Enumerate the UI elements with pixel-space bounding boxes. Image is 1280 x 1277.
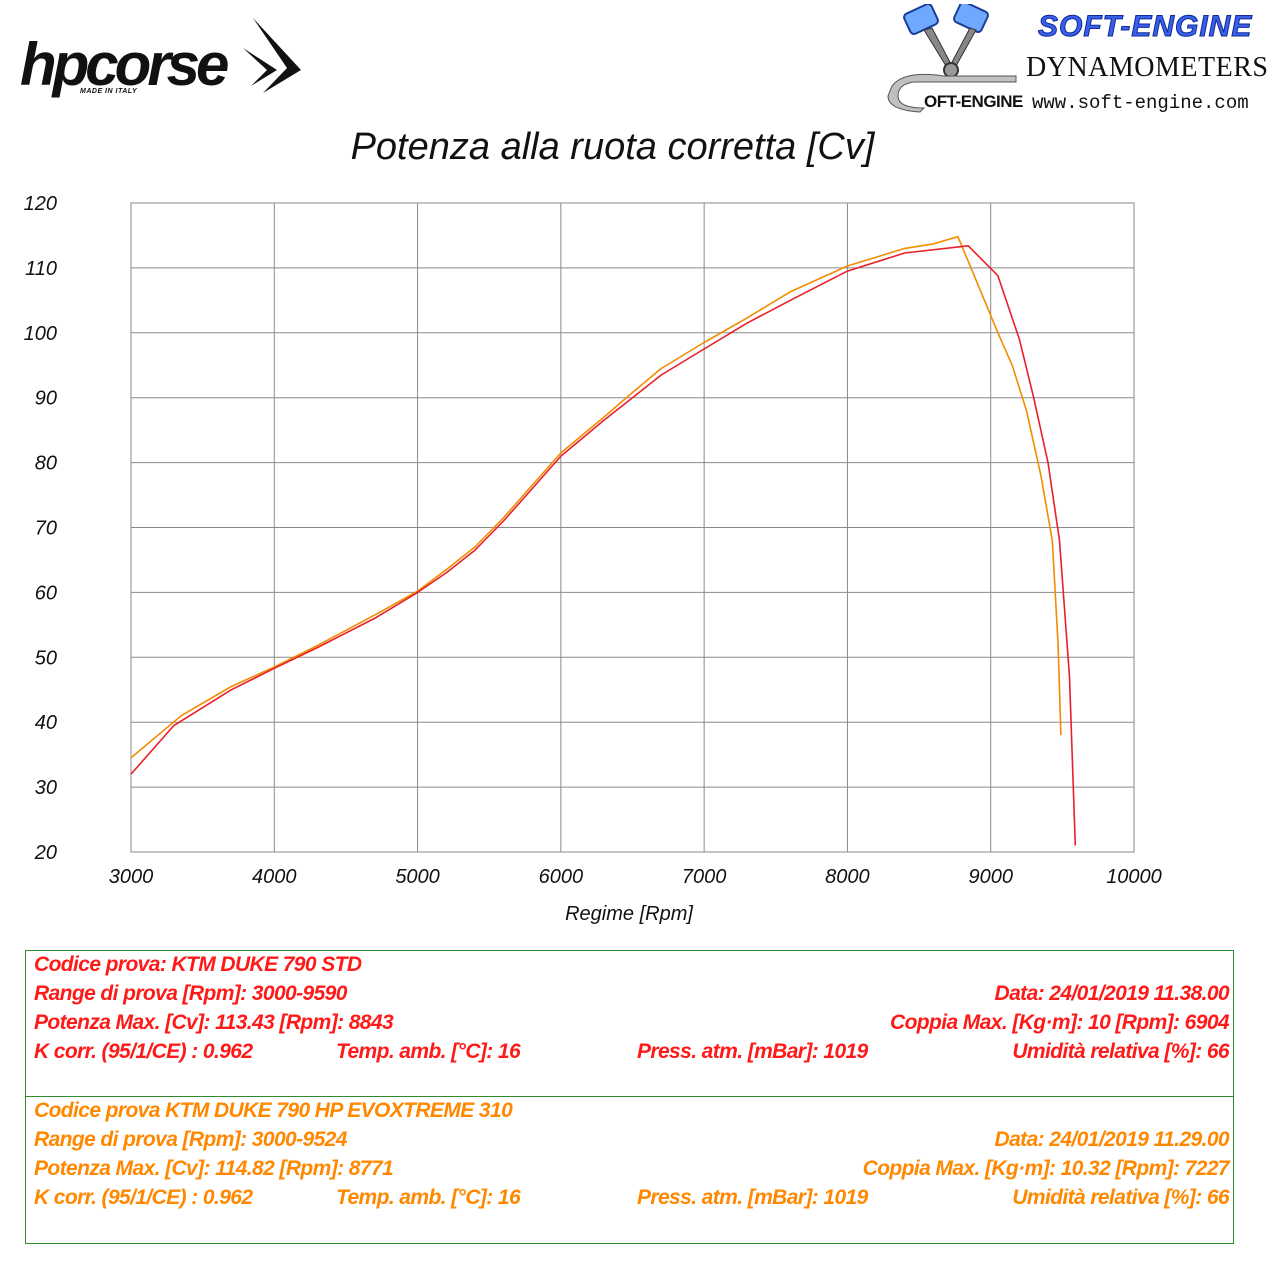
softengine-logo: SOFT-ENGINE DYNAMOMETERS OFT-ENGINE www.… [884, 4, 1276, 116]
test2-range: Range di prova [Rpm]: 3000-9524 [34, 1128, 347, 1151]
x-tick-label: 10000 [1106, 866, 1162, 888]
x-tick-label: 7000 [682, 866, 727, 888]
hpcorse-tagline: MADE IN ITALY [80, 88, 138, 95]
test1-kcorr: K corr. (95/1/CE) : 0.962 [34, 1040, 253, 1063]
test-info-box-hp: Codice prova KTM DUKE 790 HP EVOXTREME 3… [25, 1096, 1234, 1244]
test1-press: Press. atm. [mBar]: 1019 [637, 1040, 868, 1063]
test1-temp: Temp. amb. [°C]: 16 [336, 1040, 521, 1063]
y-tick-label: 70 [35, 518, 57, 540]
test1-data: Data: 24/01/2019 11.38.00 [994, 982, 1230, 1005]
test1-range: Range di prova [Rpm]: 3000-9590 [34, 982, 347, 1005]
test2-temp: Temp. amb. [°C]: 16 [336, 1186, 521, 1209]
x-tick-label: 5000 [395, 866, 440, 888]
y-tick-label: 60 [35, 582, 57, 604]
y-tick-label: 30 [35, 777, 57, 799]
x-tick-label: 6000 [539, 866, 584, 888]
test2-coppia: Coppia Max. [Kg·m]: 10.32 [Rpm]: 7227 [862, 1157, 1230, 1180]
x-tick-label: 4000 [252, 866, 297, 888]
y-tick-label: 90 [35, 388, 57, 410]
x-tick-label: 9000 [968, 866, 1013, 888]
series-line-0 [130, 245, 1077, 846]
x-tick-label: 3000 [109, 866, 154, 888]
softengine-subtitle: DYNAMOMETERS [1026, 52, 1269, 83]
test1-coppia: Coppia Max. [Kg·m]: 10 [Rpm]: 6904 [890, 1011, 1230, 1034]
test2-umidita: Umidità relativa [%]: 66 [1012, 1186, 1229, 1209]
piston-icon [887, 4, 1017, 113]
test2-kcorr: K corr. (95/1/CE) : 0.962 [34, 1186, 253, 1209]
test2-press: Press. atm. [mBar]: 1019 [637, 1186, 868, 1209]
softengine-small-mark: OFT-ENGINE [924, 92, 1023, 111]
x-axis-ticks: 3000 4000 5000 6000 7000 8000 9000 10000 [109, 866, 1162, 888]
series-line-1 [130, 235, 1062, 759]
chart-series [130, 235, 1077, 846]
power-chart: 20 30 40 50 60 70 80 90 100 110 120 3000 4000 5000 60… [24, 193, 1162, 925]
softengine-brand: SOFT-ENGINE [1037, 10, 1253, 44]
test2-data: Data: 24/01/2019 11.29.00 [994, 1128, 1230, 1151]
test1-umidita: Umidità relativa [%]: 66 [1012, 1040, 1229, 1063]
chart-title: Potenza alla ruota corretta [Cv] [350, 126, 875, 168]
test1-codice: Codice prova: KTM DUKE 790 STD [34, 953, 362, 976]
x-axis-label: Regime [Rpm] [565, 903, 693, 925]
y-tick-label: 110 [25, 258, 57, 280]
y-tick-label: 80 [35, 453, 57, 475]
chart-grid [130, 202, 1135, 853]
y-tick-label: 100 [24, 323, 57, 345]
y-tick-label: 20 [34, 842, 57, 864]
test2-codice: Codice prova KTM DUKE 790 HP EVOXTREME 3… [34, 1099, 513, 1122]
hpcorse-chevron-icon [243, 18, 301, 93]
test2-potenza: Potenza Max. [Cv]: 114.82 [Rpm]: 8771 [34, 1157, 394, 1180]
test1-potenza: Potenza Max. [Cv]: 113.43 [Rpm]: 8843 [34, 1011, 394, 1034]
hpcorse-logo: hpcorse MADE IN ITALY [18, 18, 301, 103]
y-tick-label: 50 [35, 647, 57, 669]
y-tick-label: 120 [24, 193, 57, 215]
hpcorse-wordmark: hpcorse [20, 31, 229, 98]
test-info-box-std: Codice prova: KTM DUKE 790 STD Range di … [25, 950, 1234, 1097]
y-axis-ticks: 20 30 40 50 60 70 80 90 100 110 120 [24, 193, 57, 864]
x-tick-label: 8000 [825, 866, 870, 888]
softengine-url: www.soft-engine.com [1032, 92, 1249, 114]
y-tick-label: 40 [35, 712, 57, 734]
